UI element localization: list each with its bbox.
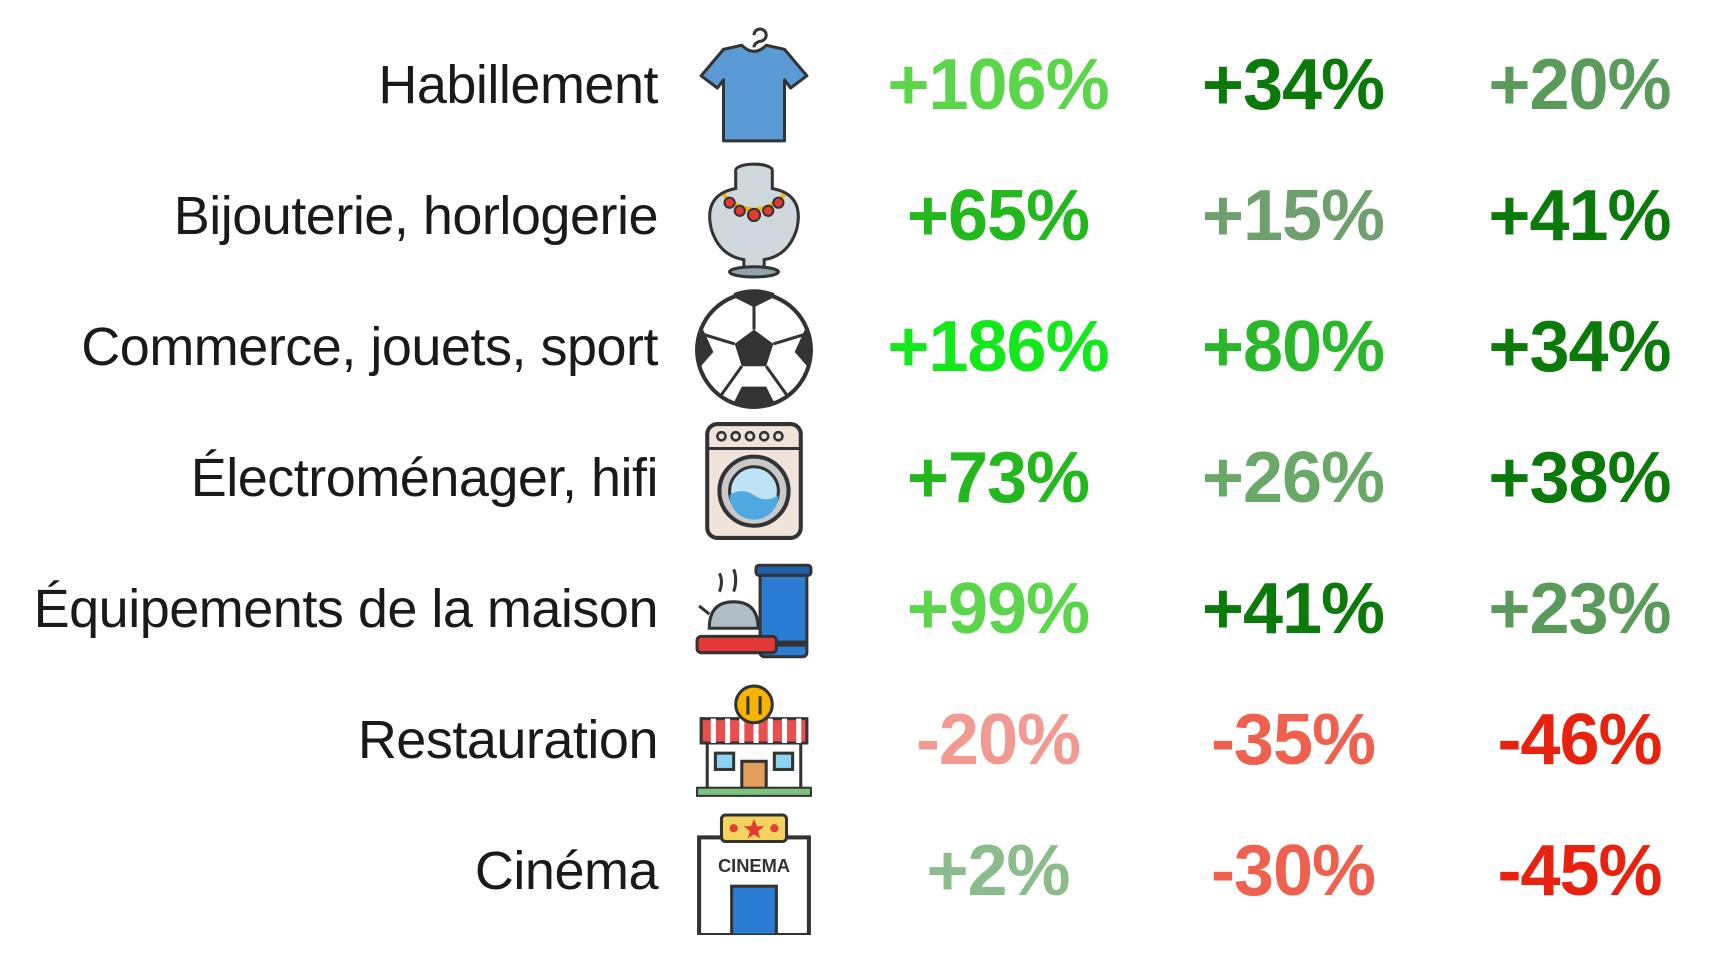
value-cell: +38%	[1488, 438, 1671, 518]
category-label: Restauration	[357, 710, 659, 770]
table-row: Habillement +106% +34% +20%	[0, 13, 1719, 157]
value-cell: -20%	[915, 700, 1081, 780]
table-row: Électroménager, hifi +73% +26% +38%	[0, 406, 1719, 550]
category-label: Habillement	[378, 55, 658, 115]
value-cell: -45%	[1497, 831, 1662, 911]
value-cell: +80%	[1201, 307, 1385, 387]
value-cell: -46%	[1497, 700, 1662, 780]
value-cell: -30%	[1210, 831, 1376, 911]
value-cell: +34%	[1488, 307, 1671, 387]
value-cell: +65%	[906, 176, 1090, 256]
table-row: Équipements de la maison +99% +41% +23%	[0, 537, 1719, 681]
table-row: Bijouterie, horlogerie +65% +15% +41%	[0, 144, 1719, 288]
value-cell: +41%	[1201, 569, 1385, 649]
table-row: Cinéma CINEMA +2% -30% -45%	[0, 799, 1719, 943]
category-label: Électroménager, hifi	[190, 448, 659, 508]
value-cell: +15%	[1201, 176, 1385, 256]
value-cell: +23%	[1488, 569, 1671, 649]
value-cell: +41%	[1488, 176, 1671, 256]
value-cell: +20%	[1488, 45, 1671, 125]
necklace-bust-icon	[693, 158, 815, 280]
table-row: Restauration -20% -35% -46%	[0, 668, 1719, 812]
value-cell: +106%	[887, 45, 1109, 125]
category-label: Bijouterie, horlogerie	[173, 186, 659, 246]
t-shirt-icon	[693, 27, 815, 149]
soccer-ball-icon	[693, 289, 815, 411]
cinema-icon: CINEMA	[693, 813, 815, 935]
category-label: Cinéma	[474, 841, 659, 901]
svg-text:CINEMA: CINEMA	[718, 855, 790, 876]
value-cell: +26%	[1201, 438, 1385, 518]
washing-machine-icon	[693, 420, 815, 542]
category-label: Commerce, jouets, sport	[81, 317, 658, 377]
value-cell: -35%	[1210, 700, 1376, 780]
kitchenware-icon	[693, 551, 815, 673]
table-row: Commerce, jouets, sport +186% +80% +34%	[0, 275, 1719, 419]
value-cell: +73%	[906, 438, 1090, 518]
value-cell: +186%	[887, 307, 1109, 387]
restaurant-icon	[693, 682, 815, 804]
value-cell: +99%	[906, 569, 1090, 649]
value-cell: +2%	[926, 831, 1070, 911]
category-label: Équipements de la maison	[33, 579, 659, 639]
value-cell: +34%	[1201, 45, 1385, 125]
